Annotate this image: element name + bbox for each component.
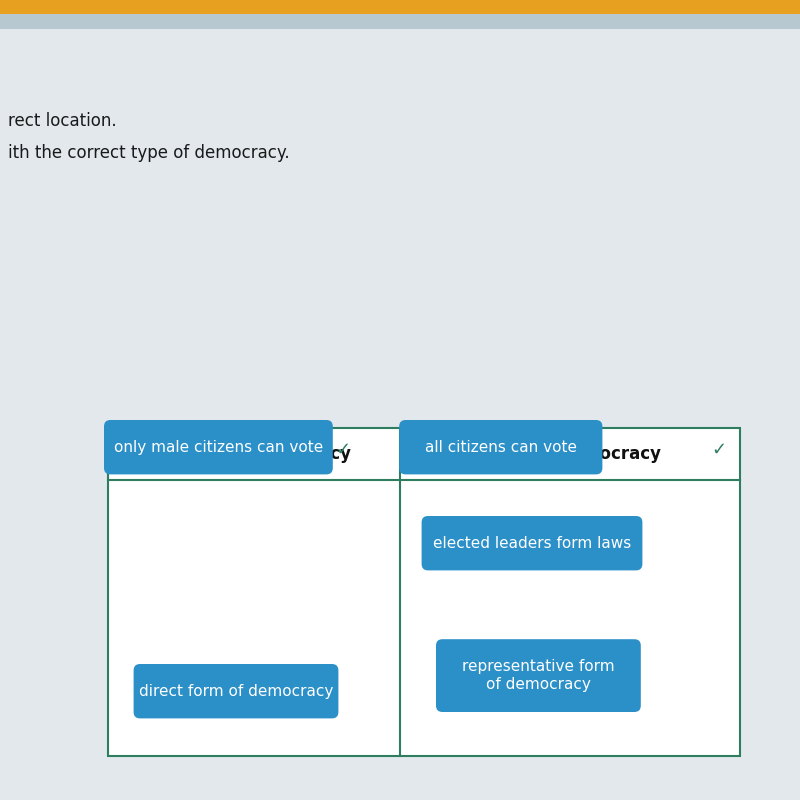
Text: elected leaders form laws: elected leaders form laws: [433, 536, 631, 550]
Text: ✓: ✓: [711, 441, 726, 458]
FancyBboxPatch shape: [134, 664, 338, 718]
FancyBboxPatch shape: [422, 516, 642, 570]
FancyBboxPatch shape: [0, 14, 800, 29]
FancyBboxPatch shape: [104, 420, 333, 474]
FancyBboxPatch shape: [399, 420, 602, 474]
Text: Athenian Democracy: Athenian Democracy: [157, 445, 351, 463]
Text: rect location.: rect location.: [8, 111, 117, 130]
FancyBboxPatch shape: [436, 639, 641, 712]
FancyBboxPatch shape: [0, 0, 800, 14]
FancyBboxPatch shape: [108, 428, 740, 756]
Text: all citizens can vote: all citizens can vote: [425, 440, 577, 454]
Text: ✓: ✓: [335, 441, 350, 458]
Text: direct form of democracy: direct form of democracy: [139, 684, 333, 698]
Text: ith the correct type of democracy.: ith the correct type of democracy.: [8, 143, 290, 162]
Text: Modern Democracy: Modern Democracy: [479, 445, 661, 463]
Text: representative form
of democracy: representative form of democracy: [462, 659, 614, 692]
Text: only male citizens can vote: only male citizens can vote: [114, 440, 323, 454]
